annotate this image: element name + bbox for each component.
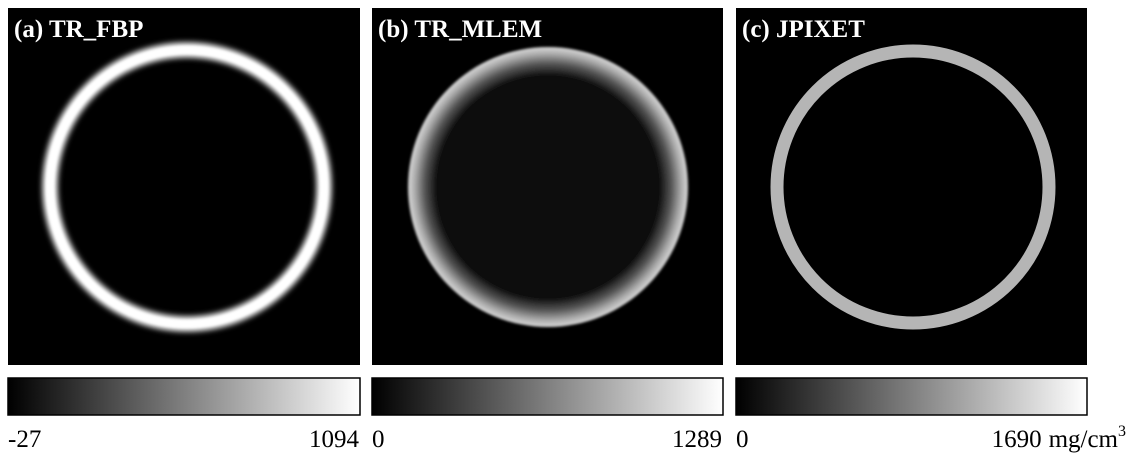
figure: (a) TR_FBP -27 1094 (b) TR_MLEM 0 1289 (…	[0, 0, 1141, 459]
colorbar-min: 0	[736, 426, 749, 453]
colorbar-max: 1094	[309, 426, 360, 453]
colorbar-max: 1690 mg/cm3	[992, 423, 1126, 453]
colorbar	[736, 378, 1087, 415]
panel-title: (a) TR_FBP	[14, 16, 143, 43]
unit: mg/cm	[1049, 426, 1119, 453]
colorbar-max: 1289	[672, 426, 722, 453]
image	[8, 8, 360, 365]
colorbar-min: -27	[8, 426, 41, 453]
unit-exponent: 3	[1118, 423, 1126, 440]
colorbar	[8, 378, 360, 415]
panel-a: (a) TR_FBP -27 1094	[8, 8, 360, 453]
panel-b: (b) TR_MLEM 0 1289	[372, 8, 723, 453]
disk	[408, 47, 688, 327]
colorbar	[372, 378, 723, 415]
image	[736, 8, 1087, 365]
panel-title: (b) TR_MLEM	[378, 16, 542, 43]
panel-title: (c) JPIXET	[742, 16, 865, 43]
panel-c: (c) JPIXET 0 1690 mg/cm3	[736, 8, 1126, 453]
colorbar-min: 0	[372, 426, 385, 453]
max-value: 1690	[992, 426, 1042, 453]
